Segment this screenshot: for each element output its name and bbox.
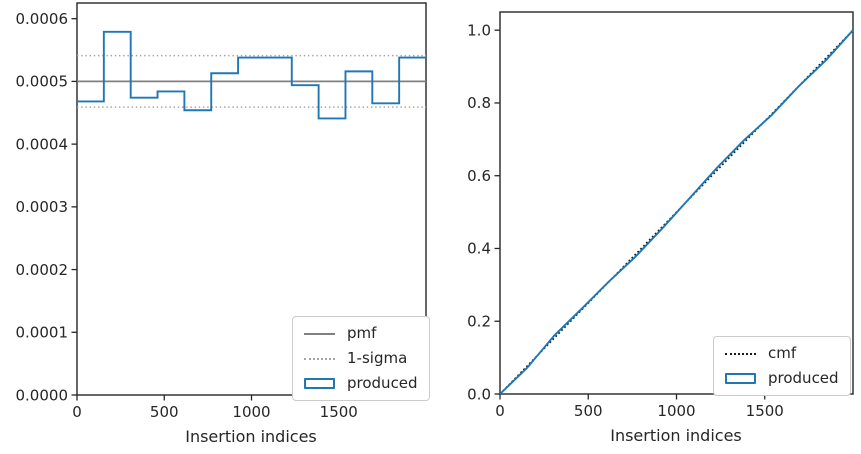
sigma-line-swatch-icon [304, 357, 335, 360]
x-tick-label: 1000 [232, 403, 270, 421]
pmf-line-swatch-icon [304, 332, 335, 335]
produced-patch-swatch-icon [725, 373, 756, 384]
y-tick-label: 0.2 [467, 312, 491, 330]
y-tick-label: 0.0004 [16, 135, 69, 153]
y-tick-label: 0.0002 [16, 261, 69, 279]
y-tick-label: 0.0000 [16, 386, 69, 404]
legend-item-produced-left: produced [304, 375, 418, 392]
produced-step-line [77, 30, 426, 120]
legend-label-produced-left: produced [347, 374, 418, 392]
x-tick-label: 0 [495, 402, 505, 420]
x-tick-label: 1000 [657, 402, 695, 420]
legend-item-cmf: cmf [725, 345, 839, 362]
legend-label-pmf: pmf [347, 324, 377, 342]
left-xaxis-label: Insertion indices [185, 427, 317, 446]
right-legend: cmf produced [713, 336, 851, 396]
left-legend: pmf 1-sigma produced [292, 316, 430, 401]
x-tick-label: 0 [72, 403, 82, 421]
x-tick-label: 500 [150, 403, 179, 421]
legend-item-pmf: pmf [304, 325, 418, 342]
produced-patch-swatch-icon [304, 378, 335, 389]
y-tick-label: 1.0 [467, 21, 491, 39]
y-tick-label: 0.0003 [16, 198, 69, 216]
cmf-line-swatch-icon [725, 352, 756, 355]
legend-label-1-sigma: 1-sigma [347, 349, 408, 367]
legend-item-produced-right: produced [725, 370, 839, 387]
y-tick-label: 0.8 [467, 94, 491, 112]
right-xaxis-label: Insertion indices [610, 426, 742, 445]
y-tick-label: 0.0 [467, 385, 491, 403]
y-tick-label: 0.4 [467, 240, 491, 258]
legend-item-1-sigma: 1-sigma [304, 350, 418, 367]
y-tick-label: 0.0005 [16, 73, 69, 91]
y-tick-label: 0.0006 [16, 10, 69, 28]
x-tick-label: 500 [574, 402, 603, 420]
x-tick-label: 1500 [746, 402, 784, 420]
produced-cmf-line [499, 29, 854, 395]
x-tick-label: 1500 [320, 403, 358, 421]
y-tick-label: 0.6 [467, 167, 491, 185]
y-tick-label: 0.0001 [16, 324, 69, 342]
legend-label-cmf: cmf [768, 344, 797, 362]
legend-label-produced-right: produced [768, 369, 839, 387]
